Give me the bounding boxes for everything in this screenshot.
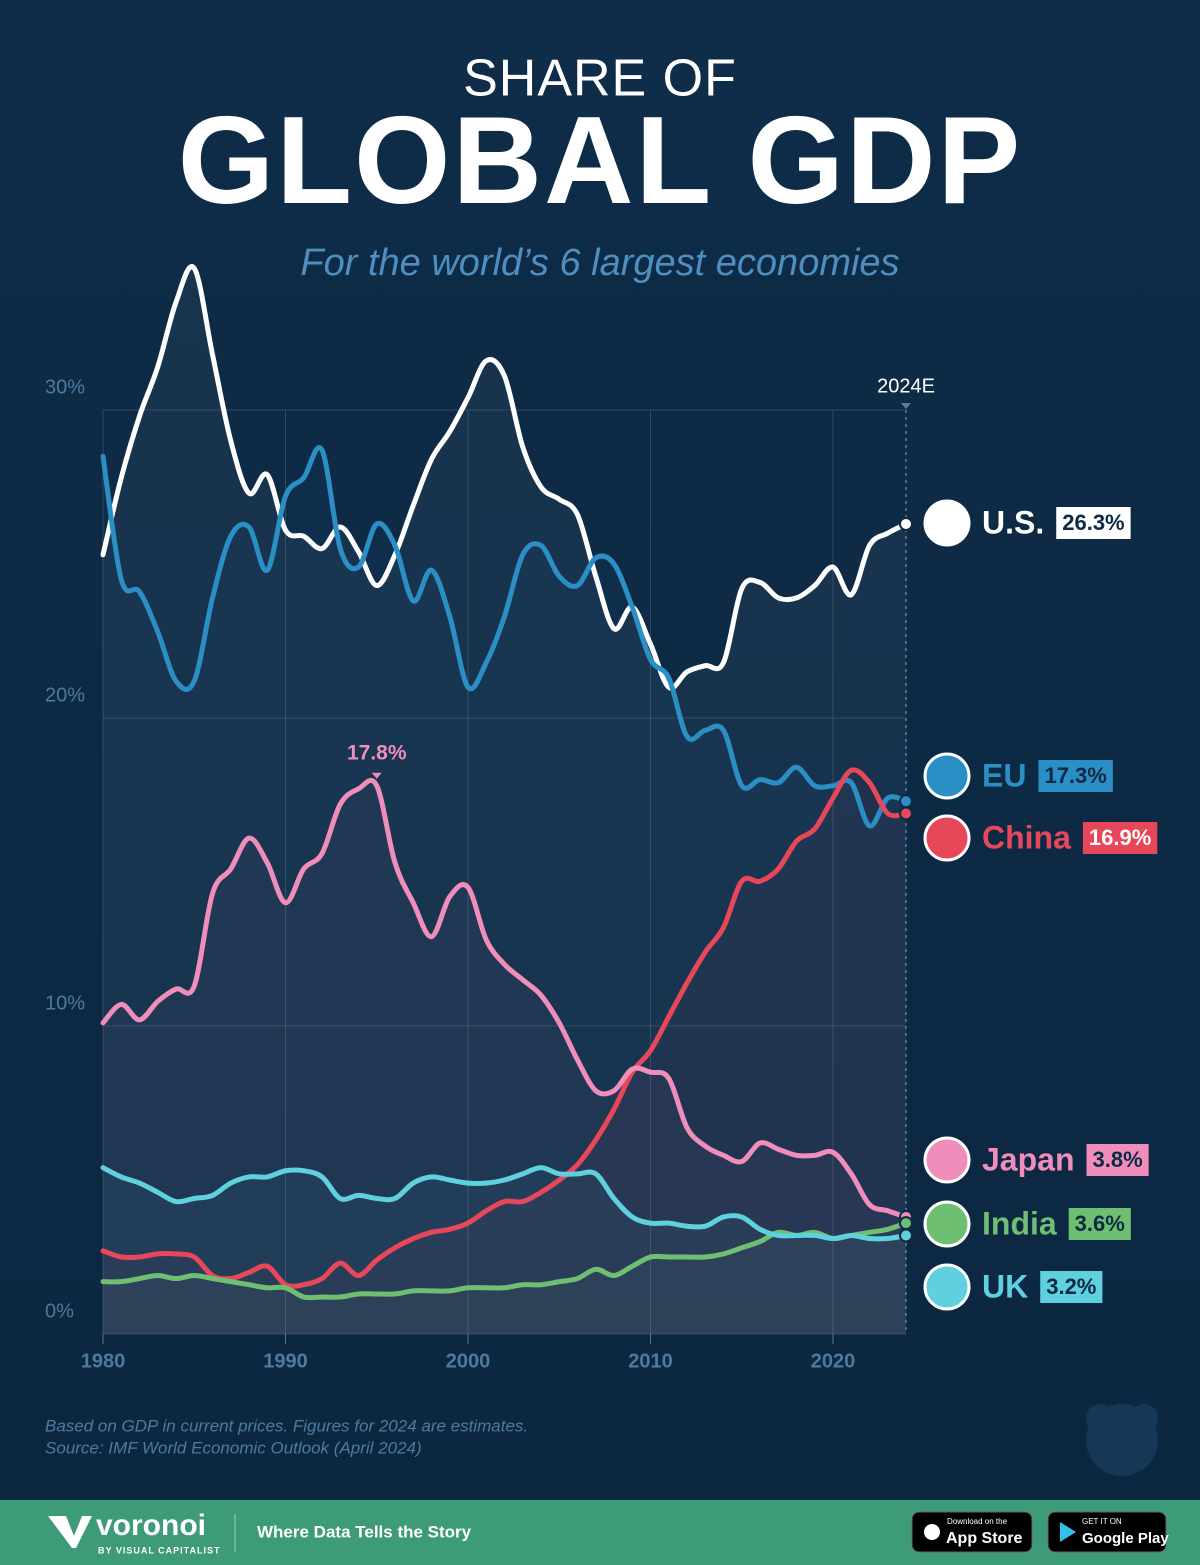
y-tick-label: 10% xyxy=(45,992,85,1014)
x-tick-label: 2010 xyxy=(628,1350,673,1372)
value-label-box xyxy=(1056,507,1131,539)
annotation: 2024E xyxy=(877,375,935,397)
value-label-box xyxy=(1086,1144,1149,1176)
series-line xyxy=(100,1165,909,1242)
value-label: 3.8% xyxy=(1092,1147,1142,1172)
app-store-button[interactable]: Download on the App Store xyxy=(911,1511,1033,1553)
legend-label: Japan xyxy=(982,1141,1074,1177)
legend-label: EU xyxy=(982,757,1026,793)
area xyxy=(103,1223,906,1334)
watermark xyxy=(1086,1404,1158,1476)
series-line xyxy=(100,778,909,1220)
byline: BY VISUAL CAPITALIST xyxy=(98,1545,221,1555)
area xyxy=(103,1167,906,1334)
value-label: 3.6% xyxy=(1075,1211,1125,1236)
pretitle: SHARE OF xyxy=(463,50,737,108)
brand-logo xyxy=(48,1516,92,1548)
value-label: 26.3% xyxy=(1062,510,1124,535)
end-dot xyxy=(899,806,913,821)
flag xyxy=(923,1136,971,1184)
flag xyxy=(923,1200,971,1248)
flag xyxy=(923,752,971,800)
brand: voronoi xyxy=(96,1509,206,1542)
legend-label: India xyxy=(982,1205,1057,1241)
series-line xyxy=(100,767,909,1289)
value-label-box xyxy=(1038,760,1113,792)
legend-label: UK xyxy=(982,1268,1028,1304)
end-dot xyxy=(899,1228,913,1243)
estimate-marker xyxy=(901,403,911,409)
y-tick-label: 20% xyxy=(45,684,85,706)
lines xyxy=(100,264,913,1301)
chart-title: GLOBAL GDP xyxy=(178,92,1022,230)
area xyxy=(103,266,906,1334)
legend-label: China xyxy=(982,819,1071,855)
google-play-button[interactable]: GET IT ON Google Play xyxy=(1047,1511,1169,1553)
area xyxy=(103,769,906,1334)
x-tick-label: 2020 xyxy=(811,1350,856,1372)
google-play-small: GET IT ON xyxy=(1082,1517,1122,1526)
grid: 0% 10% 20% 30% 1980 1990 2000 2010 2020 2024E xyxy=(45,375,935,1372)
y-tick-label: 30% xyxy=(45,376,85,398)
x-tick-label: 2000 xyxy=(446,1350,491,1372)
peak-marker xyxy=(371,772,382,779)
flag xyxy=(923,499,971,547)
value-label-box xyxy=(1082,822,1158,854)
flag xyxy=(923,1263,971,1311)
x-tick-label: 1990 xyxy=(263,1350,308,1372)
labels: U.S. 26.3% EU 17.3% China 16.9% Japan 17.8% 3.8%… xyxy=(347,499,1158,1311)
google-play-label: Google Play xyxy=(1082,1530,1169,1547)
area xyxy=(103,780,906,1334)
legend-label: U.S. xyxy=(982,504,1044,540)
area xyxy=(103,447,906,1334)
x-tick-label: 1980 xyxy=(81,1350,126,1372)
source: Source: IMF World Economic Outlook (Apri… xyxy=(45,1438,422,1457)
app-store-label: App Store xyxy=(946,1530,1023,1547)
footnote: Based on GDP in current prices. Figures … xyxy=(45,1416,528,1435)
value-label: 17.3% xyxy=(1044,763,1106,788)
areas xyxy=(103,266,906,1334)
y-tick-label: 0% xyxy=(45,1300,74,1322)
end-dot xyxy=(899,516,913,531)
value-label: 17.8% xyxy=(347,741,407,764)
value-label-box xyxy=(1040,1271,1103,1303)
tagline: Where Data Tells the Story xyxy=(257,1522,472,1541)
series-line xyxy=(100,445,909,829)
value-label: 16.9% xyxy=(1089,825,1151,850)
subtitle: For the world’s 6 largest economies xyxy=(300,242,899,284)
value-label-box xyxy=(1068,1208,1131,1240)
value-label: 3.2% xyxy=(1046,1274,1096,1299)
flag xyxy=(923,814,971,862)
series-line xyxy=(100,264,909,691)
app-store-small: Download on the xyxy=(947,1517,1008,1526)
